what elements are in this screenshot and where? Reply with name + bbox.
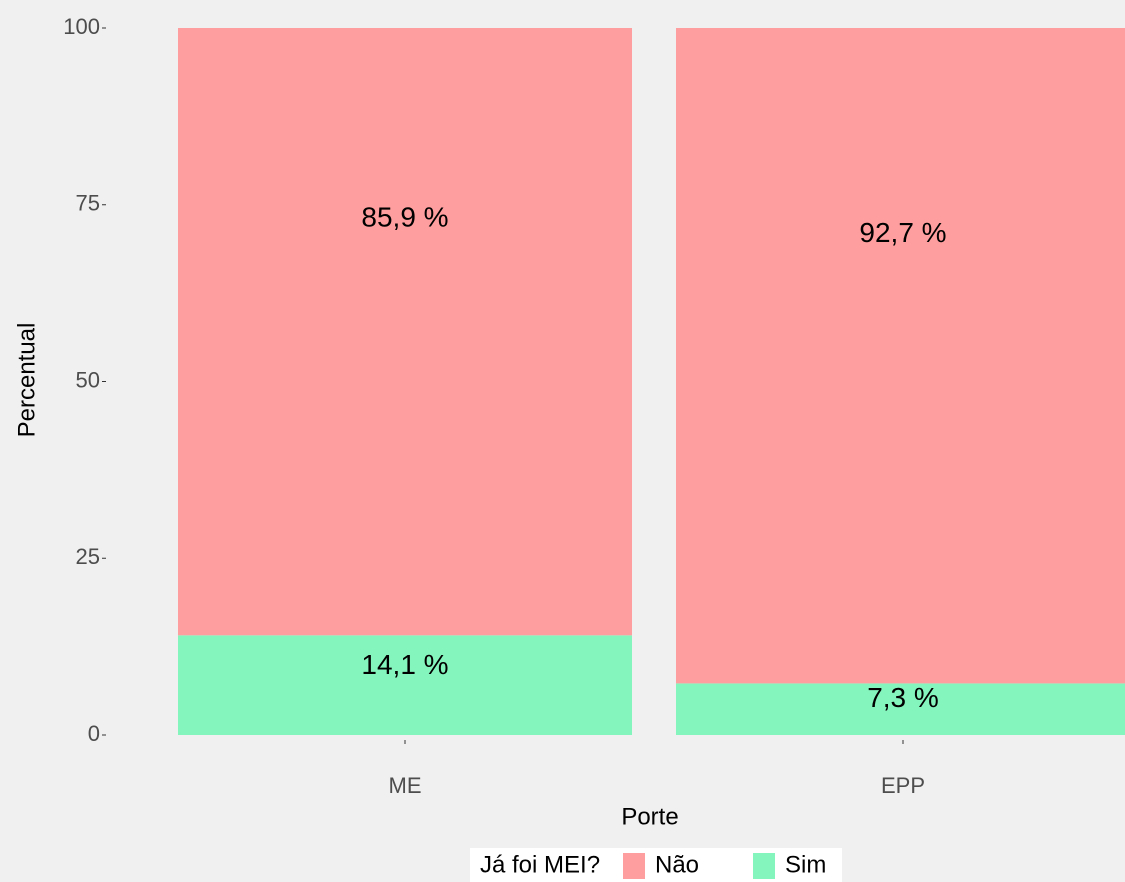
x-tick-label: EPP (881, 773, 925, 798)
data-label: 92,7 % (859, 217, 946, 248)
x-axis-title: Porte (621, 803, 678, 830)
bar-segment (178, 635, 632, 735)
legend-label: Sim (785, 851, 826, 878)
y-tick-label: 0 (88, 721, 100, 746)
bar-segment (178, 28, 632, 636)
data-label: 7,3 % (867, 682, 939, 713)
legend-key (753, 853, 775, 879)
data-label: 85,9 % (361, 202, 448, 233)
data-label: 14,1 % (361, 649, 448, 680)
y-tick-label: 75 (76, 191, 100, 216)
y-tick-label: 50 (76, 367, 100, 392)
x-tick-label: ME (389, 773, 422, 798)
bar-segment (676, 28, 1125, 684)
y-tick-label: 100 (63, 14, 100, 39)
legend-title: Já foi MEI? (480, 851, 600, 878)
bar-segment (676, 683, 1125, 735)
legend-key (623, 853, 645, 879)
legend-label: Não (655, 851, 699, 878)
y-axis-title: Percentual (13, 323, 40, 438)
y-tick-label: 25 (76, 544, 100, 569)
legend-box (470, 848, 842, 882)
